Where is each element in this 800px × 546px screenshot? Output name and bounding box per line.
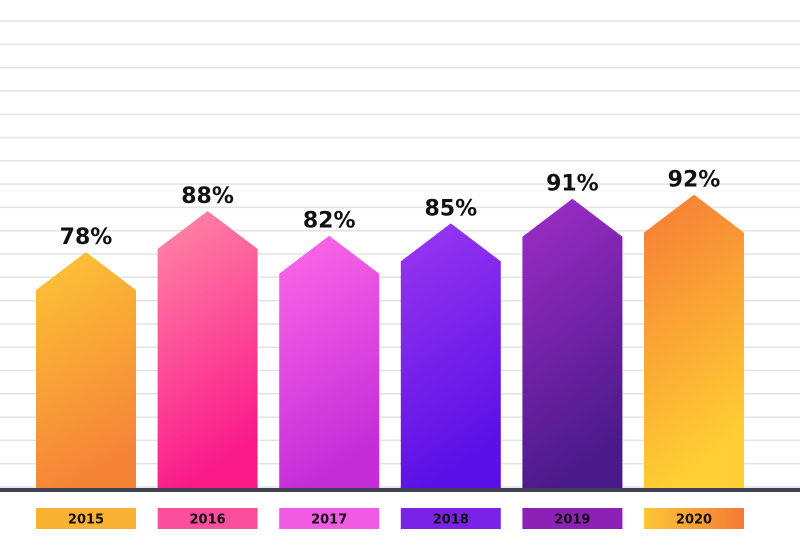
category-chip-2020 (644, 508, 744, 529)
category-label-2017: 2017 (311, 513, 347, 528)
value-label-2017: 82% (303, 209, 356, 234)
category-chip-2019 (522, 508, 623, 529)
category-label-2015: 2015 (68, 513, 104, 528)
value-label-2019: 91% (546, 172, 599, 197)
value-label-2018: 85% (424, 196, 477, 221)
category-chip-2018 (400, 508, 501, 529)
category-chip-2015 (36, 508, 136, 529)
value-labels: 78% 88% 82% 85% 91% 92% (60, 168, 721, 251)
value-label-2016: 88% (181, 184, 234, 209)
value-label-2015: 78% (60, 225, 113, 250)
category-label-2018: 2018 (433, 513, 469, 528)
bar-2018 (400, 223, 501, 490)
category-label-2016: 2016 (190, 513, 226, 528)
category-label-2019: 2019 (554, 513, 590, 528)
category-chips: 2015 2016 2017 2018 2019 2020 (36, 508, 744, 529)
bar-2016 (157, 211, 258, 490)
bar-2015 (36, 252, 136, 490)
bar-2020 (644, 194, 744, 490)
category-chip-2017 (279, 508, 380, 529)
category-chip-2016 (157, 508, 258, 529)
bar-2017 (279, 235, 380, 490)
category-label-2020: 2020 (676, 513, 712, 528)
bar-2019 (522, 198, 623, 490)
value-label-2020: 92% (668, 168, 721, 193)
bars (36, 194, 744, 490)
